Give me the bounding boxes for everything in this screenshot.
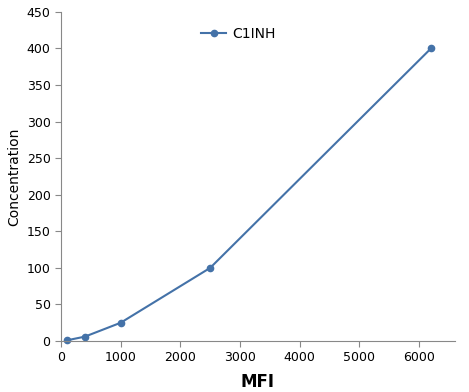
C1INH [207,265,213,270]
Line: C1INH: C1INH [64,45,434,343]
Legend: C1INH: C1INH [196,22,281,47]
C1INH [428,46,434,51]
C1INH [118,320,123,325]
Y-axis label: Concentration: Concentration [7,127,21,225]
C1INH [82,334,88,339]
C1INH [64,338,70,343]
X-axis label: MFI: MFI [241,373,275,391]
